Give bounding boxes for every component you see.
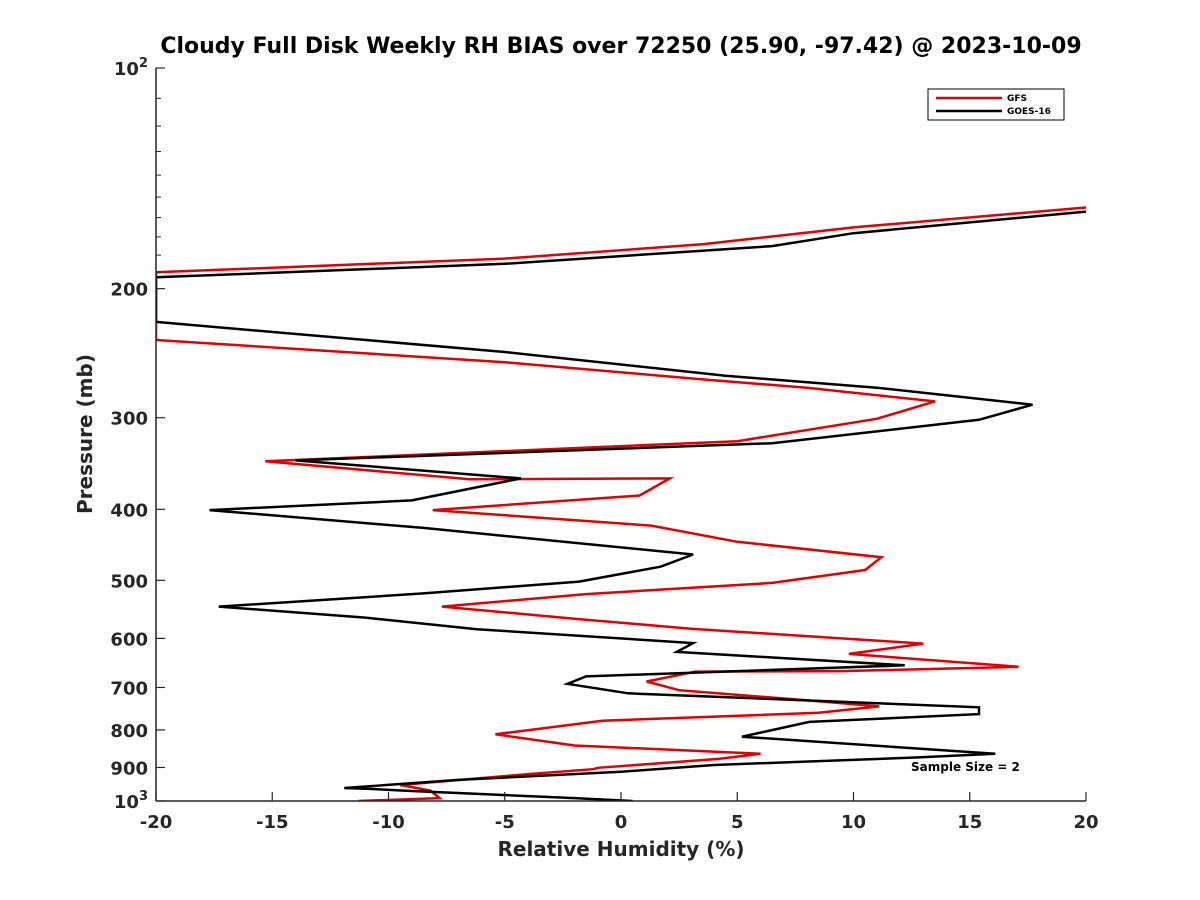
- x-axis-label: Relative Humidity (%): [497, 837, 744, 861]
- y-tick-label: 300: [110, 409, 148, 430]
- y-tick-label: 600: [110, 629, 148, 650]
- sample-size-annotation: Sample Size = 2: [911, 760, 1020, 774]
- y-tick-label: 103: [114, 789, 148, 813]
- y-tick-label: 400: [110, 500, 148, 521]
- y-axis-label: Pressure (mb): [73, 354, 97, 514]
- axes-layer: -20 -15 -10 -5 0 5 10 15 20 102 200 300 400 500 600 700…: [110, 56, 1098, 833]
- x-tick-label: 5: [731, 812, 744, 833]
- series-layer: [156, 206, 1086, 801]
- y-tick-label: 500: [110, 571, 148, 592]
- legend-label-gfs: GFS: [1007, 94, 1027, 104]
- legend-box: [927, 88, 1065, 121]
- x-tick-label: 10: [841, 812, 866, 833]
- x-tick-label: 20: [1073, 812, 1098, 833]
- x-tick-label: -20: [140, 812, 173, 833]
- y-tick-label: 200: [110, 280, 148, 301]
- chart-title: Cloudy Full Disk Weekly RH BIAS over 722…: [160, 34, 1081, 59]
- x-tick-label: -10: [372, 812, 405, 833]
- y-tick-label: 800: [110, 721, 148, 742]
- x-tick-label: -15: [256, 812, 289, 833]
- legend: GFS GOES-16: [927, 88, 1065, 121]
- y-tick-label: 700: [110, 678, 148, 699]
- plot-background: [156, 68, 1086, 801]
- x-tick-label: -5: [495, 812, 515, 833]
- y-tick-label: 900: [110, 758, 148, 779]
- x-tick-label: 0: [615, 812, 628, 833]
- y-tick-label: 102: [114, 56, 148, 80]
- series-line-gfs: [156, 206, 1086, 801]
- legend-label-goes16: GOES-16: [1007, 107, 1051, 117]
- series-line-goes16: [156, 210, 1086, 801]
- x-tick-label: 15: [957, 812, 982, 833]
